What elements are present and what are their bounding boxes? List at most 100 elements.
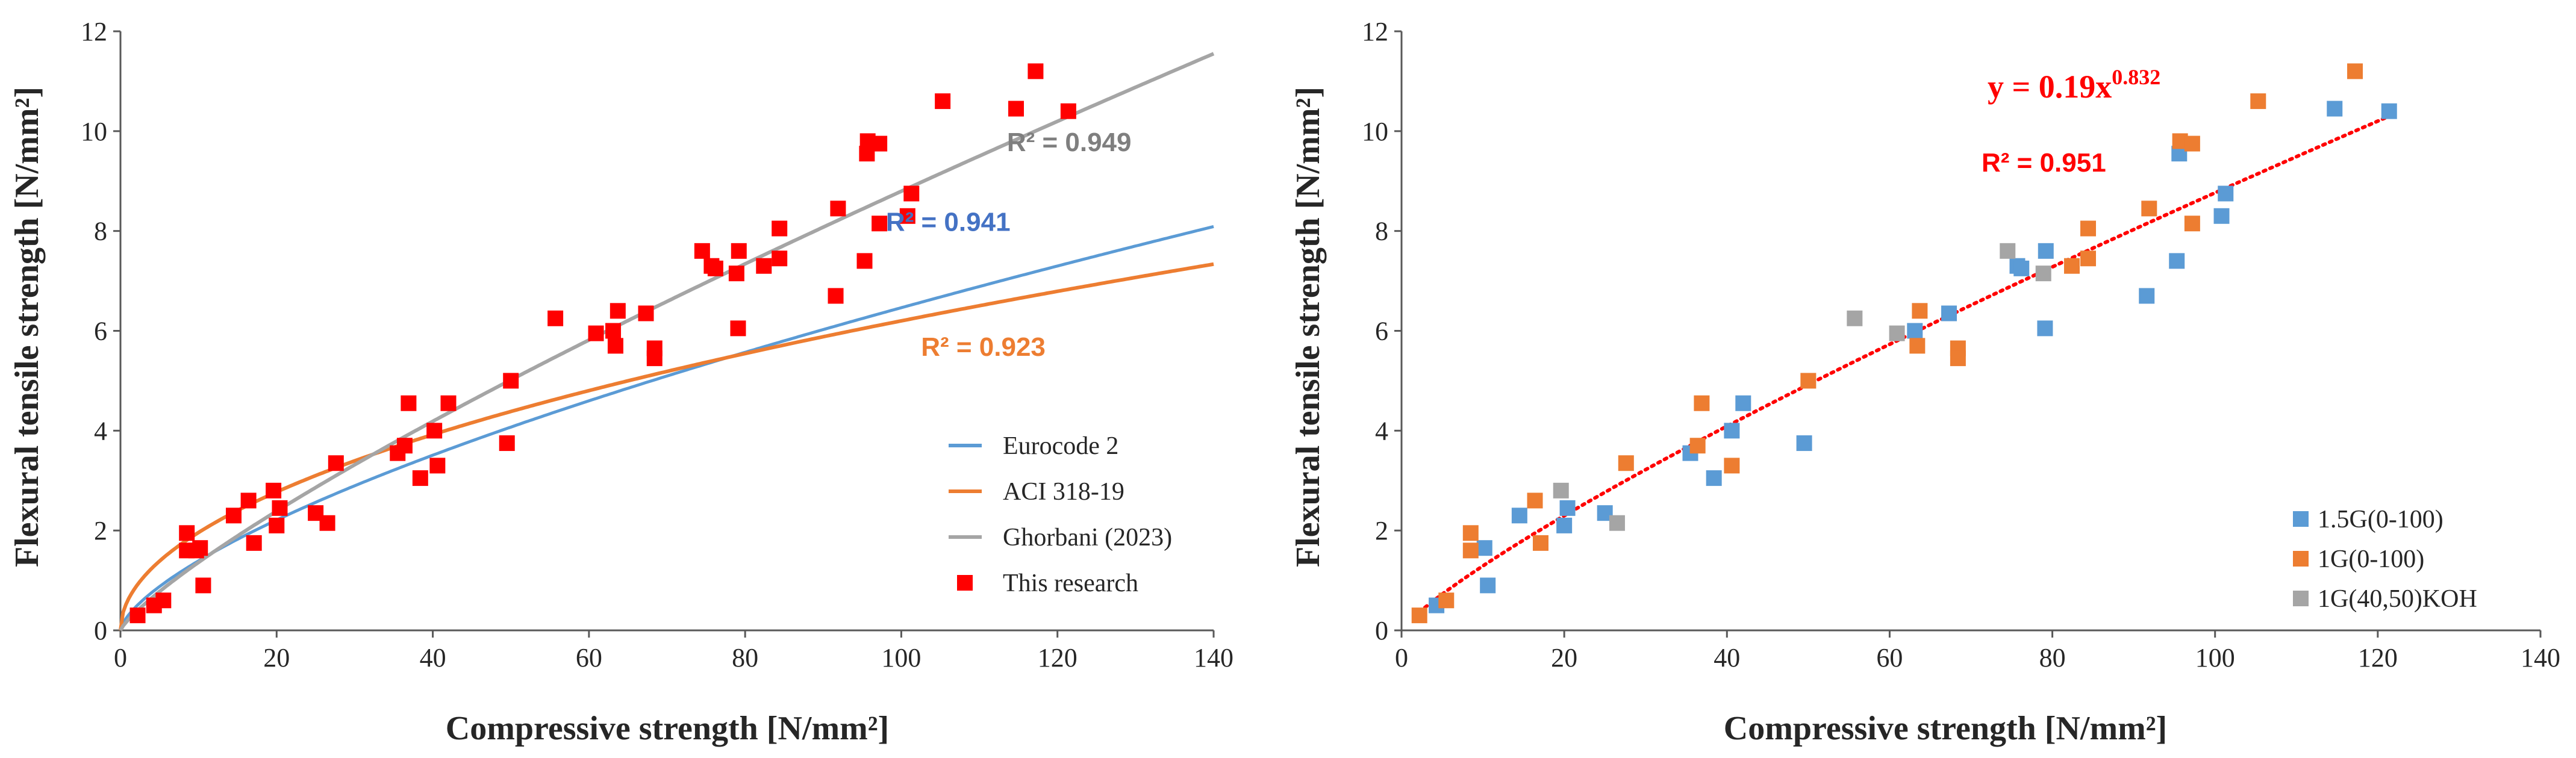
this-research-point xyxy=(179,525,195,541)
data-point xyxy=(1462,525,1479,541)
data-point xyxy=(1694,395,1710,411)
data-point xyxy=(2080,250,2097,267)
data-point xyxy=(1724,423,1740,439)
data-point xyxy=(1618,455,1634,471)
left-data-points xyxy=(129,63,1076,624)
data-point xyxy=(2169,253,2185,269)
this-research-point xyxy=(1028,63,1044,79)
data-point xyxy=(1556,517,1573,533)
this-research-point xyxy=(728,266,744,282)
data-point xyxy=(1941,305,1957,322)
right-axes xyxy=(1394,30,2542,638)
this-research-point xyxy=(396,438,413,454)
data-point xyxy=(1480,577,1496,594)
this-research-point xyxy=(830,200,846,217)
data-point xyxy=(1532,535,1548,551)
legend-label: ACI 318-19 xyxy=(1003,478,1124,506)
data-point xyxy=(1735,395,1751,411)
right-trendline xyxy=(1417,114,2391,614)
this-research-point xyxy=(872,216,888,232)
data-point xyxy=(1689,438,1706,454)
data-point xyxy=(1609,515,1625,531)
ghorbani2023-curve xyxy=(119,52,1215,632)
data-point xyxy=(1950,350,1966,367)
this-research-point xyxy=(772,250,788,267)
data-point xyxy=(1796,435,1812,452)
left-y-tick-label: 8 xyxy=(94,217,107,246)
left-x-tick-label: 80 xyxy=(732,643,758,673)
this-research-point xyxy=(503,373,519,389)
data-point xyxy=(1553,482,1569,499)
left-x-tick-label: 20 xyxy=(263,643,290,673)
data-point xyxy=(1706,470,1722,486)
left-y-tick-label: 6 xyxy=(94,317,107,346)
right-x-tick-label: 100 xyxy=(2195,643,2235,673)
data-point xyxy=(1847,310,1863,326)
right-x-tick-label: 140 xyxy=(2521,643,2560,673)
right-x-tick-label: 20 xyxy=(1551,643,1577,673)
this-research-point xyxy=(828,288,844,304)
right-y-tick-label: 4 xyxy=(1375,416,1388,446)
left-x-tick-label: 140 xyxy=(1194,643,1233,673)
left-x-tick-label: 100 xyxy=(881,643,921,673)
data-point xyxy=(2000,243,2016,259)
this-research-point xyxy=(246,535,262,551)
data-point xyxy=(1724,458,1740,474)
data-point xyxy=(2080,220,2097,237)
left-y-tick-label: 10 xyxy=(81,117,107,146)
left-x-axis-title: Compressive strength [N/mm²] xyxy=(446,710,889,747)
right-y-axis-title: Flexural tensile strength [N/mm²] xyxy=(1290,87,1327,567)
data-point xyxy=(2035,266,2051,282)
this-research-point xyxy=(607,338,623,354)
legend-label: 1.5G(0-100) xyxy=(2318,506,2443,533)
right-chart: 0 20 40 60 80 100 120 140 0 2 4 6 8 10 12 y = 0.19x0.8… xyxy=(1290,17,2560,747)
this-research-point xyxy=(605,323,622,339)
data-point xyxy=(2184,216,2200,232)
right-tick-labels: 0 20 40 60 80 100 120 140 0 2 4 6 8 10 12 xyxy=(1362,17,2560,673)
data-point xyxy=(1438,592,1455,609)
data-point xyxy=(2327,101,2343,117)
this-research-point xyxy=(319,515,335,531)
eurocode2-curve xyxy=(119,225,1214,631)
this-research-point xyxy=(192,540,208,556)
this-research-point xyxy=(872,135,888,152)
left-axes xyxy=(113,30,1215,638)
data-point xyxy=(2038,243,2054,259)
right-trend-equation-exponent: 0.832 xyxy=(2112,65,2160,89)
this-research-point xyxy=(935,93,951,110)
this-research-point xyxy=(266,482,282,499)
power-trendline xyxy=(1417,114,2391,614)
this-research-point xyxy=(731,243,747,259)
data-point xyxy=(1559,500,1576,516)
data-point xyxy=(2250,93,2266,110)
this-research-point xyxy=(1060,103,1076,119)
this-research-point xyxy=(772,220,788,237)
right-legend: 1.5G(0-100) 1G(0-100) 1G(40,50)KOH xyxy=(2293,506,2477,613)
legend-marker-swatch xyxy=(2293,551,2309,567)
right-y-tick-label: 0 xyxy=(1375,616,1388,645)
left-x-tick-label: 40 xyxy=(420,643,446,673)
data-point xyxy=(2037,320,2053,337)
right-trend-equation: y = 0.19x0.832 xyxy=(1988,65,2160,105)
legend-marker-swatch xyxy=(957,575,973,591)
aci31819-curve xyxy=(119,262,1214,631)
this-research-point xyxy=(547,310,564,326)
r2-annotation: R² = 0.949 xyxy=(1007,128,1132,157)
data-point xyxy=(2141,200,2157,217)
this-research-point xyxy=(1008,101,1024,117)
data-point xyxy=(2381,103,2397,119)
left-r2-annotations: R² = 0.949 R² = 0.941 R² = 0.923 xyxy=(886,128,1132,362)
right-y-tick-label: 12 xyxy=(1362,17,1388,46)
right-trend-equation-base: y = 0.19x xyxy=(1988,69,2112,105)
legend-label: Eurocode 2 xyxy=(1003,432,1118,460)
left-x-tick-label: 60 xyxy=(576,643,602,673)
legend-label: This research xyxy=(1003,570,1138,597)
left-y-tick-label: 12 xyxy=(81,17,107,46)
right-y-tick-label: 8 xyxy=(1375,217,1388,246)
legend-marker-swatch xyxy=(2293,591,2309,606)
this-research-point xyxy=(694,243,710,259)
this-research-point xyxy=(730,320,746,337)
right-x-tick-label: 40 xyxy=(1714,643,1740,673)
this-research-point xyxy=(401,395,417,411)
